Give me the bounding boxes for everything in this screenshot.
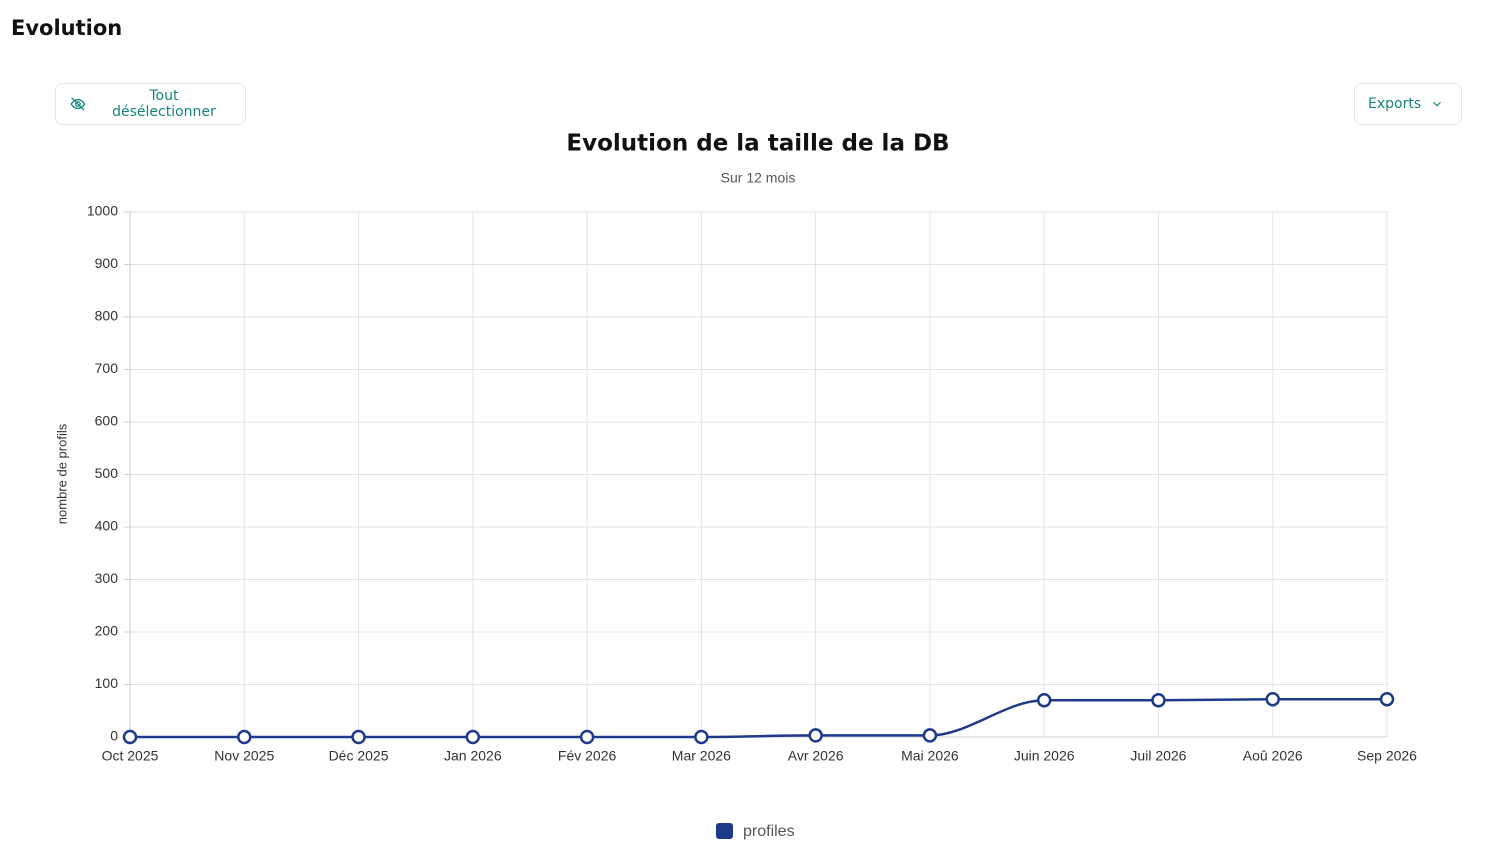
y-tick-label: 300 xyxy=(95,570,119,586)
data-point xyxy=(1379,691,1395,707)
y-axis-label: nombre de profils xyxy=(54,423,69,524)
x-tick-label: Avr 2026 xyxy=(788,748,844,764)
y-tick-label: 200 xyxy=(95,623,119,639)
x-tick-label: Aoû 2026 xyxy=(1243,748,1303,764)
y-tick-label: 800 xyxy=(95,308,119,324)
x-tick-label: Mar 2026 xyxy=(672,748,731,764)
x-tick-label: Mai 2026 xyxy=(901,748,959,764)
y-tick-label: 900 xyxy=(95,255,119,271)
y-tick-label: 100 xyxy=(95,675,119,691)
x-tick-label: Déc 2025 xyxy=(329,748,389,764)
data-point xyxy=(1265,691,1280,707)
data-point xyxy=(694,729,709,745)
chevron-icon xyxy=(1433,101,1442,107)
data-point xyxy=(808,728,823,743)
y-tick-label: 1000 xyxy=(87,203,118,219)
data-point xyxy=(922,728,938,743)
exports-button[interactable]: Exports xyxy=(1354,83,1462,125)
page-title: Evolution xyxy=(11,16,123,40)
x-tick-label: Jan 2026 xyxy=(444,748,502,764)
data-point xyxy=(1151,693,1166,708)
y-tick-label: 500 xyxy=(95,465,119,481)
data-point xyxy=(579,729,595,745)
y-tick-label: 400 xyxy=(95,518,119,534)
chart-title: Evolution de la taille de la DB xyxy=(566,131,949,157)
x-tick-label: Sep 2026 xyxy=(1357,748,1417,764)
y-tick-label: 700 xyxy=(95,360,119,376)
y-tick-label: 600 xyxy=(95,413,119,429)
deselect-label: Tout désélectionner xyxy=(112,88,216,120)
data-point xyxy=(122,729,138,745)
series-line xyxy=(130,697,1387,739)
legend-swatch xyxy=(716,823,733,839)
y-tick-label: 0 xyxy=(110,728,118,744)
x-tick-label: Nov 2025 xyxy=(214,748,274,764)
data-point xyxy=(1036,693,1052,708)
chart-subtitle: Sur 12 mois xyxy=(721,170,796,186)
x-tick-label: Fév 2026 xyxy=(558,748,617,764)
x-tick-label: Juil 2026 xyxy=(1130,748,1186,764)
deselect-button[interactable]: Tout désélectionner xyxy=(55,83,246,125)
data-point xyxy=(465,729,481,745)
data-point xyxy=(351,729,366,745)
legend-label: profiles xyxy=(743,823,795,840)
x-tick-label: Juin 2026 xyxy=(1014,748,1075,764)
eye-off-icon xyxy=(70,97,86,111)
data-point xyxy=(237,729,252,745)
exports-label: Exports xyxy=(1368,96,1422,112)
x-tick-label: Oct 2025 xyxy=(102,748,159,764)
